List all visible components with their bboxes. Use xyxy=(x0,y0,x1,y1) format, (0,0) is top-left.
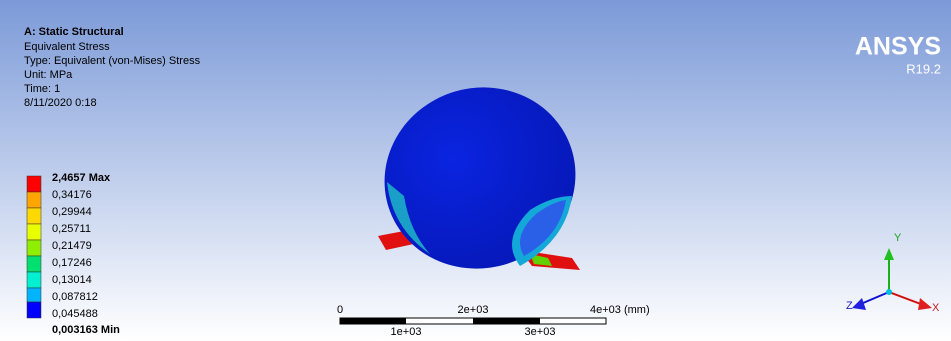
header-line: Time: 1 xyxy=(24,83,60,95)
triad-origin xyxy=(886,289,892,295)
header-line: A: Static Structural xyxy=(24,26,124,38)
scale-bar-segment xyxy=(340,318,406,324)
header-line: Unit: MPa xyxy=(24,69,73,81)
legend-band xyxy=(27,240,41,256)
legend-label: 0,003163 Min xyxy=(52,324,120,336)
scale-label: 4e+03 (mm) xyxy=(590,304,650,316)
header-line: Equivalent Stress xyxy=(24,41,110,53)
triad-label: Y xyxy=(894,232,902,244)
legend-band xyxy=(27,256,41,272)
legend-band xyxy=(27,208,41,224)
triad-label: X xyxy=(932,302,940,314)
header-line: 8/11/2020 0:18 xyxy=(24,97,97,109)
legend-label: 0,34176 xyxy=(52,189,92,201)
legend xyxy=(27,176,41,318)
legend-label: 2,4657 Max xyxy=(52,172,111,184)
logo-version: R19.2 xyxy=(906,61,941,76)
triad-label: Z xyxy=(846,300,853,312)
scale-label: 1e+03 xyxy=(391,326,422,338)
header-line: Type: Equivalent (von-Mises) Stress xyxy=(24,55,201,67)
legend-label: 0,045488 xyxy=(52,308,98,320)
logo-name: ANSYS xyxy=(855,33,941,61)
legend-label: 0,21479 xyxy=(52,240,92,252)
legend-band xyxy=(27,224,41,240)
scale-label: 0 xyxy=(337,304,343,316)
legend-band xyxy=(27,176,41,192)
legend-band xyxy=(27,272,41,288)
scale-label: 3e+03 xyxy=(525,326,556,338)
legend-label: 0,13014 xyxy=(52,274,92,286)
legend-label: 0,087812 xyxy=(52,291,98,303)
legend-label: 0,17246 xyxy=(52,257,92,269)
legend-label: 0,29944 xyxy=(52,206,92,218)
legend-band xyxy=(27,192,41,208)
scale-bar-segment xyxy=(473,318,540,324)
legend-label: 0,25711 xyxy=(52,223,91,235)
scale-label: 2e+03 xyxy=(458,304,489,316)
viewport: A: Static Structural Equivalent Stress T… xyxy=(0,0,951,341)
legend-band xyxy=(27,288,41,302)
legend-band xyxy=(27,302,41,318)
